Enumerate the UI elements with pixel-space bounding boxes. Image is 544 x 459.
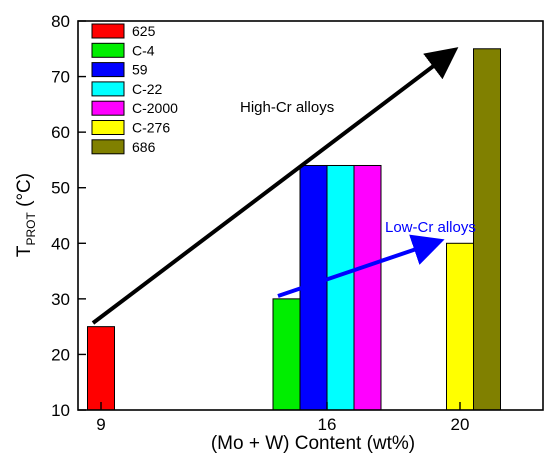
legend-label-c-2000: C-2000 [132, 100, 178, 116]
legend-label-c-276: C-276 [132, 120, 170, 136]
legend-swatch-c-22 [91, 81, 125, 97]
y-tick-label: 80 [51, 12, 70, 31]
bars-layer [87, 48, 501, 411]
y-axis-ticks: 10 20 30 40 50 60 70 80 [51, 12, 86, 420]
y-tick-label: 50 [51, 179, 70, 198]
x-tick-label: 16 [318, 415, 337, 434]
bar-c-2000 [353, 164, 382, 411]
high-cr-arrow [91, 47, 459, 325]
y-axis-title-sub: PROT [24, 211, 38, 245]
annotation-low-cr: Low-Cr alloys [385, 219, 476, 236]
y-tick-label: 30 [51, 290, 70, 309]
legend-swatch-59 [91, 62, 125, 78]
legend-label-c-22: C-22 [132, 81, 163, 97]
y-tick-label: 10 [51, 401, 70, 420]
y-tick-label: 40 [51, 234, 70, 253]
bar-c-22 [326, 164, 355, 411]
legend-swatch-c-4 [91, 42, 125, 58]
x-axis-ticks: 9 16 20 [96, 402, 469, 434]
y-axis-title: TPROT (°C) [14, 173, 38, 257]
x-axis-title: (Mo + W) Content (wt%) [211, 433, 415, 454]
bar-625 [87, 326, 115, 411]
plot-frame [77, 20, 544, 411]
legend-swatch-625 [91, 23, 125, 39]
x-tick-label: 20 [451, 415, 470, 434]
annotation-high-cr: High-Cr alloys [240, 99, 334, 116]
y-tick-label: 60 [51, 123, 70, 142]
legend-swatch-c-2000 [91, 100, 125, 116]
low-cr-arrow [277, 234, 445, 298]
legend-label-c-4: C-4 [132, 42, 155, 58]
y-tick-label: 20 [51, 345, 70, 364]
y-axis-title-main: T [14, 245, 35, 257]
legend-label-686: 686 [132, 139, 156, 155]
legend-swatch-c-276 [91, 120, 125, 135]
y-axis-title-unit: (°C) [14, 173, 35, 212]
bar-c-4 [272, 298, 301, 411]
legend-label-59: 59 [132, 62, 148, 78]
legend-swatch-686 [91, 139, 125, 155]
legend: 625 C-4 59 C-22 C-2000 C-276 686 [91, 23, 178, 155]
bar-c-276 [446, 242, 474, 411]
legend-label-625: 625 [132, 23, 156, 39]
y-tick-label: 70 [51, 68, 70, 87]
bar-686 [473, 48, 501, 411]
x-tick-label: 9 [96, 415, 105, 434]
